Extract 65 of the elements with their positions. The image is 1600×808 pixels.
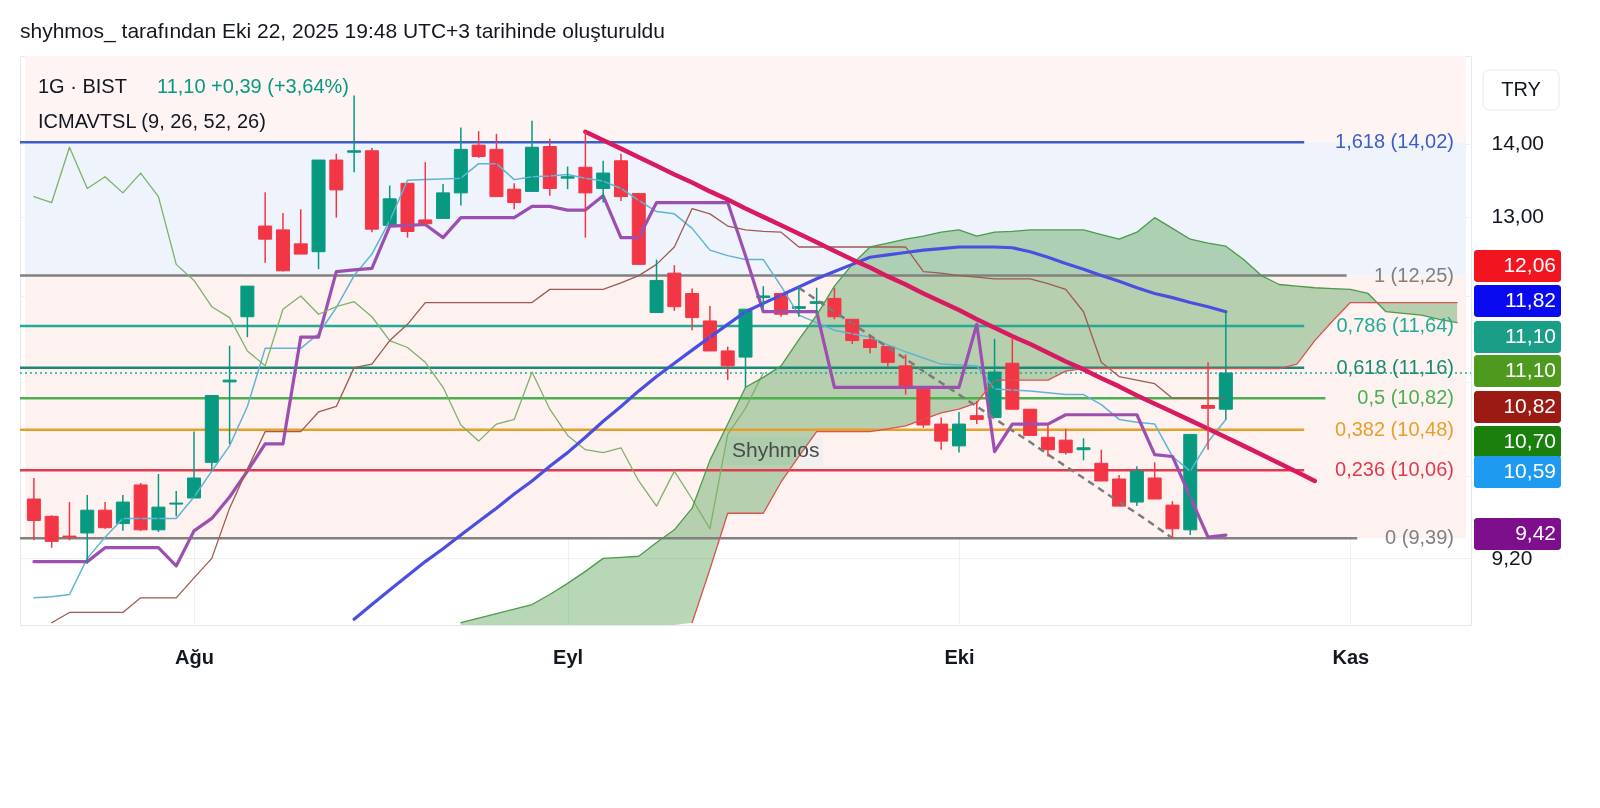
ref-line-label: 0 (9,39) [1385,526,1454,549]
text: 9,42 [1515,521,1556,544]
candlestick [1076,437,1091,462]
line-series [352,245,1228,621]
ref-line-label: 0,786 (11,64) [1336,314,1454,337]
line-series [583,129,1318,484]
candlestick [329,152,344,219]
x-tick-label: Kas [1332,645,1370,668]
text: 11,10 [1505,324,1556,347]
candlestick [133,482,148,532]
y-axis-title: TRY [1501,78,1541,100]
candlestick [1201,361,1216,451]
ref-line-label: 1 (12,25) [1373,263,1454,286]
x-tick-label: Ağu [175,645,214,668]
text: ICMAVTSL (9, 26, 52, 26) [38,110,266,132]
text: shyhmos_ tarafından Eki 22, 2025 19:48 UTC+3 tarihinde oluşturuldu [20,19,665,43]
ref-line-label: 0,382 (10,48) [1335,417,1454,440]
candlestick [649,258,664,314]
candlestick [471,130,486,159]
candlestick [62,501,77,542]
ref-line-label: 0,618 (11,16) [1336,355,1454,378]
text: 1G · BIST [38,75,127,97]
text: 10,59 [1503,459,1556,482]
candlestick [240,285,255,338]
candlestick [151,473,166,533]
candlestick [1147,461,1162,500]
candlestick [916,388,931,429]
candlestick [222,345,237,445]
candlestick [1058,428,1073,456]
ref-line-label: 1,618 (14,02) [1335,130,1454,153]
candlestick [951,411,966,454]
candlestick [578,131,593,239]
candlestick [293,208,308,255]
x-tick-label: Eki [944,645,975,668]
line-series [691,301,1458,624]
ref-line-label: 0,5 (10,82) [1357,386,1454,409]
candlestick [44,514,59,549]
candlestick [169,490,184,518]
ref-line-label: 0,236 (10,06) [1335,458,1454,481]
candlestick [898,353,913,396]
candlestick [667,264,682,312]
candlestick [1094,448,1109,482]
candlestick [400,182,415,239]
candlestick [347,94,362,174]
text: 12,06 [1503,253,1556,276]
candlestick [720,345,735,381]
text: 10,70 [1503,429,1556,452]
candlestick [934,416,949,451]
text: 11,82 [1505,288,1556,311]
candlestick [489,133,504,198]
y-tick-label: 14,00 [1491,131,1545,155]
x-tick-label: Eyl [553,645,584,668]
candlestick [1165,500,1180,539]
text: 11,10 [1505,358,1556,381]
candlestick [969,400,984,425]
y-tick-label: 13,00 [1491,204,1545,228]
candlestick [258,191,273,264]
candlestick [560,165,575,190]
annotation: 11,10 +0,39 (+3,64%) [157,75,349,97]
candlestick [311,159,326,270]
candlestick [80,494,95,565]
text: 10,82 [1503,394,1556,417]
candlestick [738,308,753,389]
y-tick-label: 9,20 [1491,545,1533,569]
candlestick [1005,336,1020,410]
